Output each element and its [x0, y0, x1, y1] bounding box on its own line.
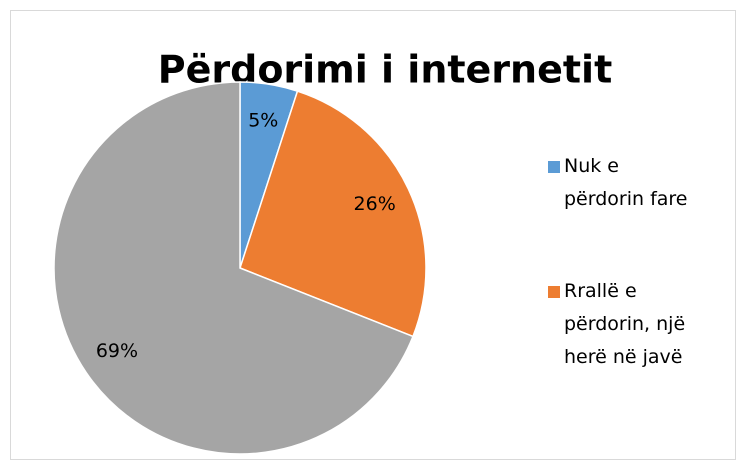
legend-swatch [548, 286, 560, 298]
pie-slice [53, 81, 414, 455]
legend-swatch [548, 161, 560, 173]
pie-slice [239, 90, 427, 338]
data-label: 69% [96, 340, 138, 362]
data-label: 5% [248, 110, 278, 132]
legend-item: Nuk e përdorin fare [548, 150, 688, 216]
chart-frame [10, 10, 736, 460]
legend-item: Rrallë e përdorin, një herë në javë [548, 275, 688, 374]
legend-label: Rrallë e përdorin, një herë në javë [564, 280, 686, 368]
data-label: 26% [354, 193, 396, 215]
legend-label: Nuk e përdorin fare [564, 155, 688, 210]
